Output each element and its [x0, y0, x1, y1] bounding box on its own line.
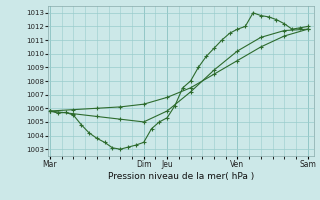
X-axis label: Pression niveau de la mer( hPa ): Pression niveau de la mer( hPa ) — [108, 172, 254, 181]
